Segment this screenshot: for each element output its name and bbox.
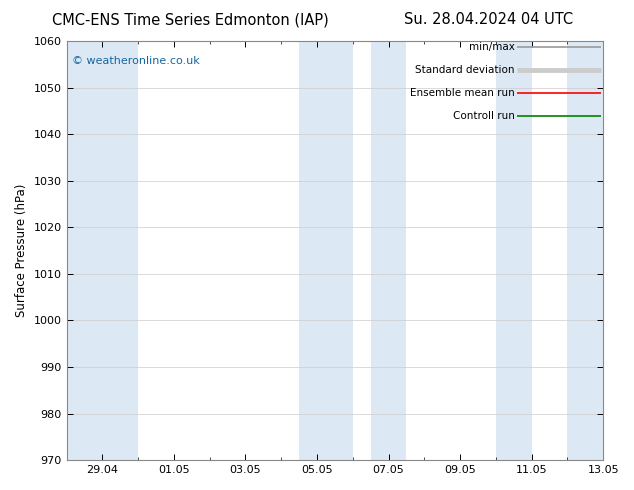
Bar (67, 41, 138, 460)
Bar (371, 41, 406, 460)
Text: Controll run: Controll run (453, 112, 515, 122)
Text: Ensemble mean run: Ensemble mean run (410, 88, 515, 98)
Y-axis label: Surface Pressure (hPa): Surface Pressure (hPa) (15, 184, 28, 318)
Bar (299, 41, 353, 460)
Bar (496, 41, 532, 460)
Text: © weatheronline.co.uk: © weatheronline.co.uk (72, 56, 200, 66)
Text: min/max: min/max (469, 42, 515, 52)
Text: Standard deviation: Standard deviation (415, 65, 515, 75)
Bar (567, 41, 603, 460)
Text: CMC-ENS Time Series Edmonton (IAP): CMC-ENS Time Series Edmonton (IAP) (52, 12, 328, 27)
Text: Su. 28.04.2024 04 UTC: Su. 28.04.2024 04 UTC (404, 12, 573, 27)
